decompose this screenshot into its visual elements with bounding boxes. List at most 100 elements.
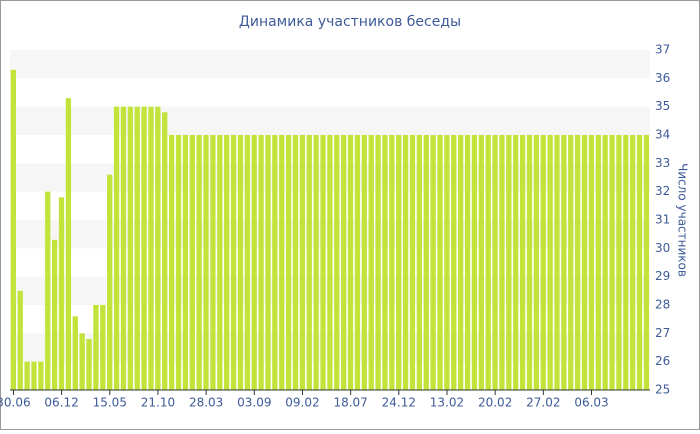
y-tick-label: 29	[655, 269, 670, 283]
bar	[623, 135, 629, 390]
bar	[203, 135, 209, 390]
bar	[444, 135, 450, 390]
x-tick-label: 15.05	[93, 396, 127, 410]
bar	[341, 135, 347, 390]
bar	[602, 135, 608, 390]
bar	[285, 135, 292, 390]
y-axis-title: Число участников	[676, 163, 690, 277]
bar	[182, 135, 189, 390]
bar	[292, 135, 299, 390]
bar	[630, 135, 636, 390]
bar	[437, 135, 443, 390]
x-tick-label: 30.06	[0, 396, 31, 410]
bar	[471, 135, 478, 390]
bar	[499, 135, 505, 390]
x-tick-label: 28.03	[189, 396, 223, 410]
bar	[230, 135, 237, 390]
y-tick-label: 26	[655, 354, 670, 368]
x-tick-label: 24.12	[382, 396, 416, 410]
bar	[526, 135, 533, 390]
bar	[595, 135, 601, 390]
bar	[210, 135, 216, 390]
bar	[279, 135, 285, 390]
bar	[224, 135, 230, 390]
bar	[588, 135, 595, 390]
bar	[506, 135, 512, 390]
bar	[162, 112, 168, 390]
bar	[547, 135, 553, 390]
bar	[513, 135, 519, 390]
x-tick-label: 06.12	[44, 396, 78, 410]
bar	[217, 135, 223, 390]
y-tick-label: 33	[655, 156, 670, 170]
bar	[327, 135, 333, 390]
y-tick-label: 30	[655, 241, 670, 255]
bar	[141, 106, 147, 391]
bar	[485, 135, 491, 390]
bar	[416, 135, 423, 390]
bar	[45, 191, 51, 390]
y-tick-label: 36	[655, 71, 670, 85]
bar	[168, 135, 175, 390]
bar	[306, 135, 312, 390]
bar	[134, 106, 140, 391]
y-tick-label: 31	[655, 213, 670, 227]
bar	[10, 69, 16, 390]
bar	[464, 135, 471, 390]
bar	[389, 135, 395, 390]
x-tick-label: 06.03	[574, 396, 608, 410]
bar	[561, 135, 567, 390]
bar	[409, 135, 416, 390]
bar	[31, 361, 37, 390]
grid-band	[10, 50, 650, 79]
bar	[258, 135, 264, 390]
x-tick-label: 09.02	[285, 396, 319, 410]
bar	[313, 135, 319, 390]
bar	[492, 135, 498, 390]
bar	[196, 135, 202, 390]
bar	[65, 98, 72, 391]
grid-band	[10, 106, 650, 135]
bar	[540, 135, 546, 390]
bar	[107, 174, 113, 390]
bar	[382, 135, 388, 390]
bar	[86, 339, 92, 390]
bar	[100, 305, 106, 390]
bar	[265, 135, 271, 390]
x-tick-label: 03.09	[237, 396, 271, 410]
bar	[72, 316, 78, 390]
bar	[575, 135, 581, 390]
bar	[568, 135, 574, 390]
bar	[175, 135, 182, 390]
bar	[458, 135, 464, 390]
x-tick-label: 21.10	[141, 396, 175, 410]
bar	[478, 135, 484, 390]
bar	[451, 135, 457, 390]
bar	[430, 135, 436, 390]
x-tick-label: 13.02	[430, 396, 464, 410]
bar	[533, 135, 539, 390]
bar	[636, 135, 643, 390]
bar	[120, 106, 127, 391]
bar	[320, 135, 326, 390]
y-tick-label: 28	[655, 298, 670, 312]
bar	[189, 135, 195, 390]
bar	[127, 106, 133, 391]
bar	[368, 135, 374, 390]
x-tick-label: 27.02	[526, 396, 560, 410]
bar	[402, 135, 409, 390]
bar	[148, 106, 154, 391]
bar	[581, 135, 588, 390]
bar	[272, 135, 278, 390]
bar	[58, 197, 65, 390]
bar	[113, 106, 120, 391]
bar	[643, 135, 650, 390]
bar	[79, 333, 85, 390]
bar	[38, 361, 44, 390]
bar	[396, 135, 402, 390]
y-tick-label: 35	[655, 99, 670, 113]
bar	[51, 239, 58, 390]
bar	[354, 135, 361, 390]
bar	[251, 135, 257, 390]
